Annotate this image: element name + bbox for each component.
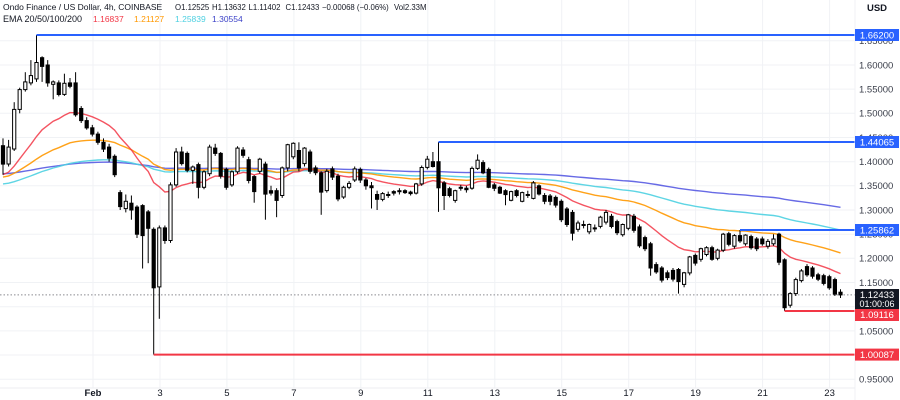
svg-text:1.60000: 1.60000 [859, 60, 893, 71]
svg-text:01:00:06: 01:00:06 [859, 299, 894, 309]
svg-text:17: 17 [623, 388, 634, 399]
svg-text:1.15000: 1.15000 [859, 278, 893, 289]
svg-text:0.95000: 0.95000 [859, 375, 893, 386]
svg-text:C1.12433: C1.12433 [286, 3, 320, 12]
svg-text:Vol2.33M: Vol2.33M [394, 3, 427, 12]
svg-text:USD: USD [867, 3, 887, 14]
svg-text:23: 23 [824, 388, 835, 399]
svg-text:3: 3 [157, 388, 162, 399]
svg-text:1.25862: 1.25862 [860, 225, 894, 236]
svg-text:O1.12525: O1.12525 [175, 3, 210, 12]
svg-text:1.21127: 1.21127 [134, 14, 164, 24]
svg-text:5: 5 [224, 388, 229, 399]
svg-text:1.50000: 1.50000 [859, 109, 893, 120]
svg-text:EMA 20/50/100/200: EMA 20/50/100/200 [3, 14, 82, 24]
svg-text:9: 9 [358, 388, 363, 399]
svg-text:1.30000: 1.30000 [859, 205, 893, 216]
svg-text:13: 13 [490, 388, 501, 399]
svg-text:1.65000: 1.65000 [859, 36, 893, 47]
svg-text:1.25839: 1.25839 [175, 14, 206, 24]
svg-text:1.16837: 1.16837 [93, 14, 124, 24]
svg-text:L1.11402: L1.11402 [249, 3, 281, 12]
svg-text:Ondo Finance / US Dollar, 4h,: Ondo Finance / US Dollar, 4h, COINBASE [3, 2, 163, 12]
svg-text:1.44065: 1.44065 [860, 137, 894, 148]
svg-text:H1.13632: H1.13632 [212, 3, 246, 12]
svg-text:1.55000: 1.55000 [859, 85, 893, 96]
svg-text:19: 19 [690, 388, 701, 399]
svg-text:11: 11 [423, 388, 433, 399]
svg-text:1.40000: 1.40000 [859, 157, 893, 168]
svg-text:Feb: Feb [85, 388, 102, 399]
svg-text:1.66200: 1.66200 [860, 30, 894, 41]
svg-text:7: 7 [291, 388, 296, 399]
svg-text:1.09116: 1.09116 [860, 310, 894, 321]
svg-text:−0.00068 (−0.06%): −0.00068 (−0.06%) [322, 3, 389, 12]
svg-text:1.20000: 1.20000 [859, 254, 893, 265]
svg-text:15: 15 [556, 388, 567, 399]
svg-text:1.30554: 1.30554 [212, 14, 243, 24]
svg-text:1.05000: 1.05000 [859, 326, 893, 337]
svg-text:1.35000: 1.35000 [859, 181, 893, 192]
svg-text:21: 21 [757, 388, 768, 399]
svg-text:1.00087: 1.00087 [860, 350, 894, 361]
svg-text:1.12433: 1.12433 [860, 290, 894, 301]
